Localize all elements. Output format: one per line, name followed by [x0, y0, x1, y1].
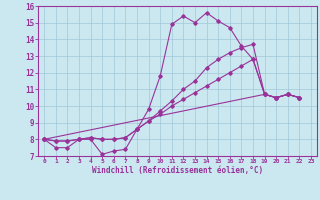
X-axis label: Windchill (Refroidissement éolien,°C): Windchill (Refroidissement éolien,°C) [92, 166, 263, 175]
